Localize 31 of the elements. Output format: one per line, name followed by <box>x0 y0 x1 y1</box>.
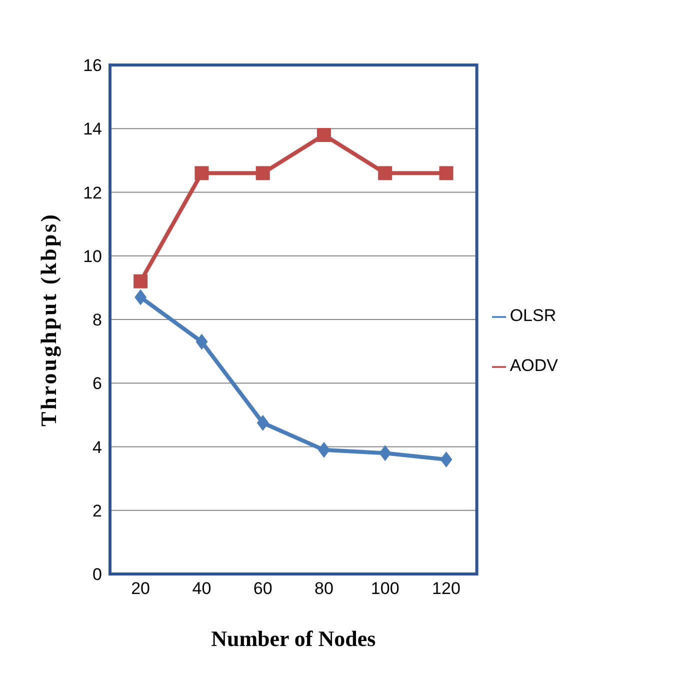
point <box>440 451 452 468</box>
legend-label: OLSR <box>510 306 556 325</box>
point <box>378 166 392 180</box>
x-tick-label: 120 <box>432 579 460 598</box>
point <box>379 445 392 462</box>
point <box>134 289 147 306</box>
y-tick-label: 2 <box>92 501 102 520</box>
point <box>439 166 454 180</box>
y-tick-label: 14 <box>83 120 102 139</box>
y-tick-label: 10 <box>83 246 102 266</box>
y-tick-label: 16 <box>83 56 102 76</box>
point <box>134 274 148 288</box>
y-tick-label: 6 <box>92 374 102 394</box>
point <box>196 334 208 350</box>
y-axis-title: Throughput (kbps) <box>36 212 61 426</box>
legend-label: AODV <box>510 356 558 375</box>
y-tick-label: 0 <box>92 565 102 584</box>
point <box>256 414 269 431</box>
x-tick-label: 60 <box>253 579 272 598</box>
y-tick-label: 12 <box>83 183 102 202</box>
point <box>194 166 209 180</box>
x-tick-label: 40 <box>192 579 212 598</box>
x-tick-label: 20 <box>131 579 150 598</box>
x-tick-label: 80 <box>314 579 334 598</box>
y-tick-label: 8 <box>92 310 102 330</box>
y-tick-label: 4 <box>92 438 102 457</box>
x-axis-title: Number of Nodes <box>211 626 376 651</box>
point <box>256 166 270 180</box>
point <box>318 442 330 458</box>
point <box>316 128 331 142</box>
x-tick-label: 100 <box>370 579 400 598</box>
